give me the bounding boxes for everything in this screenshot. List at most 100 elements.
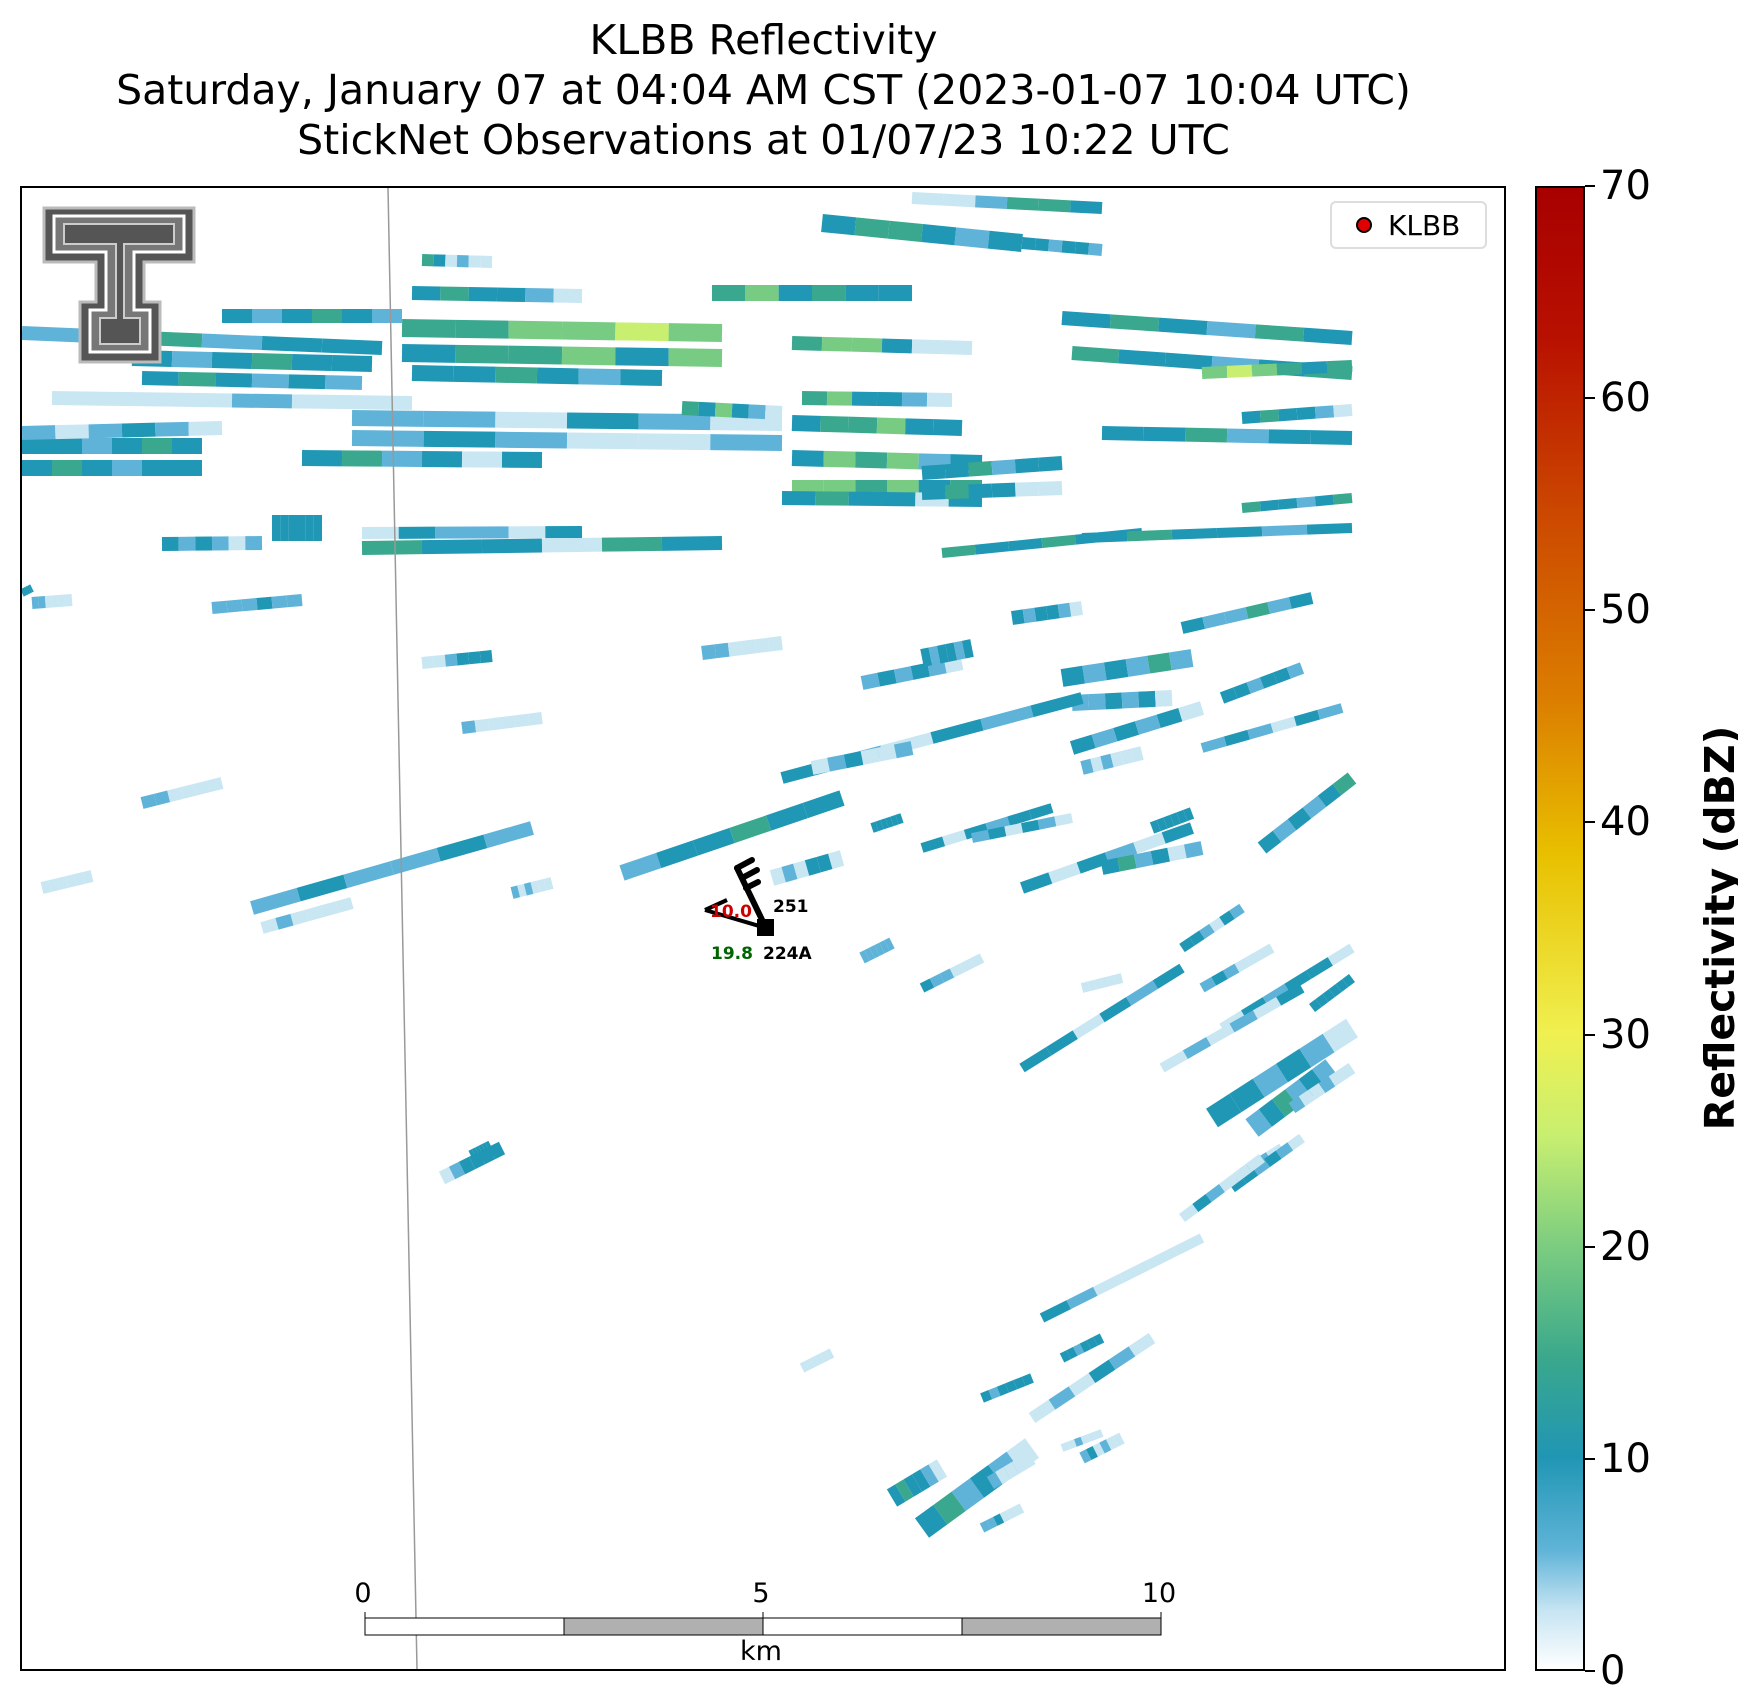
reflectivity-bin — [481, 1142, 493, 1159]
reflectivity-bin — [207, 777, 224, 793]
reflectivity-bin — [1284, 970, 1312, 993]
reflectivity-bin — [943, 656, 964, 674]
reflectivity-bin — [1067, 1439, 1077, 1450]
reflectivity-bin — [1154, 690, 1173, 707]
reflectivity-bin — [31, 596, 40, 609]
reflectivity-bin — [1080, 1434, 1091, 1445]
reflectivity-bin — [478, 1144, 489, 1161]
reflectivity-bin — [1219, 910, 1235, 926]
reflectivity-bin — [1020, 872, 1053, 894]
reflectivity-bin — [1099, 997, 1132, 1023]
reflectivity-bin — [930, 718, 984, 744]
reflectivity-bin — [411, 286, 441, 301]
reflectivity-bin — [1091, 727, 1118, 749]
reflectivity-bin — [1259, 499, 1280, 512]
reflectivity-bin — [211, 352, 253, 369]
reflectivity-bin — [1246, 677, 1265, 694]
reflectivity-bin — [508, 320, 563, 340]
reflectivity-bin — [1206, 1093, 1242, 1128]
reflectivity-bin — [933, 419, 963, 436]
reflectivity-bin — [1146, 1246, 1178, 1270]
colorbar-tick — [1585, 1457, 1595, 1460]
reflectivity-bin — [821, 214, 857, 236]
reflectivity-bin — [487, 717, 503, 731]
reflectivity-bin — [953, 640, 966, 661]
reflectivity-bin — [1076, 852, 1109, 874]
reflectivity-bin — [1113, 721, 1140, 742]
reflectivity-bin — [1071, 346, 1120, 364]
reflectivity-bin — [155, 421, 189, 437]
reflectivity-bin — [1046, 604, 1060, 620]
reflectivity-bin — [885, 816, 894, 828]
reflectivity-bin — [331, 355, 373, 372]
reflectivity-bin — [827, 754, 847, 772]
reflectivity-bin — [514, 713, 530, 728]
texas-tech-logo — [42, 206, 196, 364]
reflectivity-bin — [1021, 1373, 1034, 1386]
reflectivity-bin — [1080, 758, 1094, 775]
reflectivity-bin — [1189, 930, 1205, 946]
reflectivity-bin — [1134, 714, 1161, 735]
reflectivity-bin — [1252, 996, 1282, 1020]
reflectivity-bin — [860, 672, 881, 690]
reflectivity-bin — [1013, 1503, 1025, 1516]
radar-map[interactable]: 10.0 251 19.8 224A — [20, 186, 1506, 1671]
reflectivity-bin — [1317, 703, 1344, 720]
scale-bar-segment — [563, 1617, 764, 1636]
reflectivity-bin — [1251, 363, 1278, 377]
reflectivity-bin — [893, 666, 914, 684]
reflectivity-bin — [458, 1156, 476, 1175]
reflectivity-bin — [578, 368, 621, 386]
scale-bar-segment — [364, 1617, 565, 1636]
reflectivity-bin — [288, 374, 326, 390]
reflectivity-bin — [111, 391, 173, 407]
colorbar-tick-label: 10 — [1600, 1435, 1651, 1482]
reflectivity-bin — [475, 1145, 486, 1162]
reflectivity-bin — [1021, 237, 1036, 251]
reflectivity-bin — [886, 452, 919, 470]
reflectivity-bin — [1114, 973, 1124, 985]
reflectivity-bin — [887, 220, 923, 242]
reflectivity-bin — [731, 403, 750, 419]
reflectivity-bin — [320, 901, 339, 918]
reflectivity-bin — [423, 430, 496, 448]
reflectivity-bin — [1338, 1063, 1356, 1080]
reflectivity-bin — [453, 365, 496, 383]
reflectivity-bin — [1104, 692, 1123, 710]
reflectivity-bin — [1328, 1069, 1346, 1087]
reflectivity-bin — [921, 464, 946, 480]
station-pressure: 251 — [773, 897, 809, 917]
reflectivity-bin — [781, 863, 798, 883]
reflectivity-bin — [1288, 592, 1314, 609]
reflectivity-bin — [991, 482, 1016, 498]
reflectivity-bin — [64, 594, 73, 607]
reflectivity-bin — [250, 887, 301, 915]
reflectivity-bin — [495, 431, 568, 449]
reflectivity-bin — [1232, 1164, 1252, 1182]
reflectivity-bin — [1086, 1336, 1098, 1350]
reflectivity-bin — [1254, 324, 1305, 342]
colorbar-tick-label: 0 — [1600, 1648, 1626, 1694]
reflectivity-bin — [1240, 1167, 1259, 1184]
reflectivity-bin — [1121, 691, 1140, 709]
reflectivity-bin — [918, 453, 951, 471]
reflectivity-bin — [921, 224, 957, 246]
reflectivity-bin — [537, 878, 547, 893]
reflectivity-bin — [1179, 937, 1195, 953]
reflectivity-bin — [561, 321, 616, 341]
reflectivity-bin — [468, 1149, 479, 1166]
reflectivity-bin — [1100, 753, 1114, 770]
reflectivity-bin — [941, 544, 976, 558]
reflectivity-bin — [1241, 410, 1261, 424]
reflectivity-bin — [1233, 682, 1251, 699]
reflectivity-bin — [1199, 923, 1215, 939]
reflectivity-bin — [1276, 362, 1303, 376]
reflectivity-bin — [523, 882, 534, 896]
reflectivity-bin — [767, 636, 783, 652]
reflectivity-bin — [1200, 736, 1227, 753]
reflectivity-bin — [1061, 240, 1076, 254]
reflectivity-bin — [1322, 1018, 1358, 1053]
colorbar-tick — [1585, 1670, 1595, 1672]
reflectivity-bin — [1333, 493, 1353, 505]
reflectivity-bin — [1005, 1380, 1018, 1393]
